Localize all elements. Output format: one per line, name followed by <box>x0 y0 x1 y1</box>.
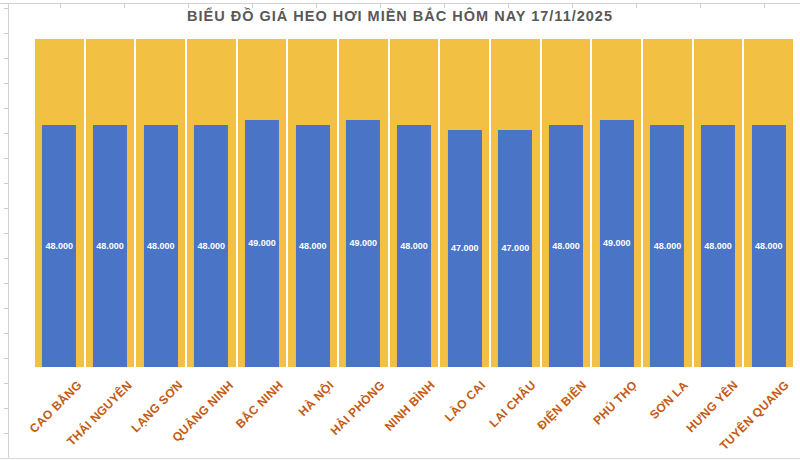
price-bar: 48.000 <box>549 125 583 367</box>
price-bar: 47.000 <box>448 130 482 367</box>
x-axis-label: BẮC NINH <box>233 378 286 431</box>
bar-value-label: 48.000 <box>552 241 580 251</box>
price-bar: 48.000 <box>93 125 127 367</box>
bar-value-label: 47.000 <box>451 243 479 253</box>
background-column: 48.000 <box>694 39 743 367</box>
background-column: 48.000 <box>35 39 84 367</box>
price-bar: 48.000 <box>194 125 228 367</box>
background-column: 47.000 <box>491 39 540 367</box>
background-column: 48.000 <box>288 39 337 367</box>
x-axis-label: ĐIỆN BIÊN <box>535 378 590 433</box>
price-bar: 48.000 <box>296 125 330 367</box>
x-axis-label: NINH BÌNH <box>382 378 438 434</box>
price-bar: 48.000 <box>701 125 735 367</box>
bar-value-label: 48.000 <box>46 241 74 251</box>
x-axis-label: PHÚ THỌ <box>590 378 640 428</box>
bar-value-label: 48.000 <box>654 241 682 251</box>
bar-value-label: 48.000 <box>198 241 226 251</box>
bar-value-label: 48.000 <box>704 241 732 251</box>
background-column: 48.000 <box>744 39 793 367</box>
chart-title: BIỂU ĐỒ GIÁ HEO HƠI MIỀN BẮC HÔM NAY 17/… <box>0 8 800 24</box>
bar-value-label: 48.000 <box>96 241 124 251</box>
background-column: 49.000 <box>238 39 287 367</box>
price-bar: 48.000 <box>752 125 786 367</box>
background-column: 48.000 <box>136 39 185 367</box>
background-column: 48.000 <box>86 39 135 367</box>
bar-value-label: 49.000 <box>248 238 276 248</box>
bar-value-label: 47.000 <box>502 243 530 253</box>
price-bar: 48.000 <box>42 125 76 367</box>
chart-canvas: BIỂU ĐỒ GIÁ HEO HƠI MIỀN BẮC HÔM NAY 17/… <box>0 0 800 460</box>
price-bar: 49.000 <box>600 120 634 367</box>
price-bar: 48.000 <box>650 125 684 367</box>
x-axis-label: HÀ NỘI <box>296 378 337 419</box>
price-bar: 49.000 <box>245 120 279 367</box>
x-axis-labels: CAO BẰNGTHÁI NGUYÊNLẠNG SƠNQUẢNG NINHBẮC… <box>35 373 793 460</box>
bar-value-label: 49.000 <box>350 238 378 248</box>
sheet-row-ticks <box>4 3 8 458</box>
price-bar: 47.000 <box>498 130 532 367</box>
bar-value-label: 48.000 <box>400 241 428 251</box>
background-column: 49.000 <box>339 39 388 367</box>
background-column: 49.000 <box>592 39 641 367</box>
bar-value-label: 48.000 <box>755 241 783 251</box>
bar-value-label: 48.000 <box>147 241 175 251</box>
price-bar: 49.000 <box>346 120 380 367</box>
x-axis-label: LAI CHÂU <box>487 378 539 430</box>
sheet-left-gridline <box>8 3 9 458</box>
price-bar: 48.000 <box>397 125 431 367</box>
background-column: 47.000 <box>440 39 489 367</box>
x-axis-label: LÀO CAI <box>442 378 488 424</box>
background-column: 48.000 <box>542 39 591 367</box>
plot-area: 48.000 48.000 48.000 48.000 49.000 48.000 49.0… <box>35 39 793 367</box>
price-bar: 48.000 <box>144 125 178 367</box>
bar-value-label: 48.000 <box>299 241 327 251</box>
background-column: 48.000 <box>390 39 439 367</box>
x-axis-label: SƠN LA <box>647 378 691 422</box>
background-column: 48.000 <box>643 39 692 367</box>
background-column: 48.000 <box>187 39 236 367</box>
bar-value-label: 49.000 <box>603 238 631 248</box>
